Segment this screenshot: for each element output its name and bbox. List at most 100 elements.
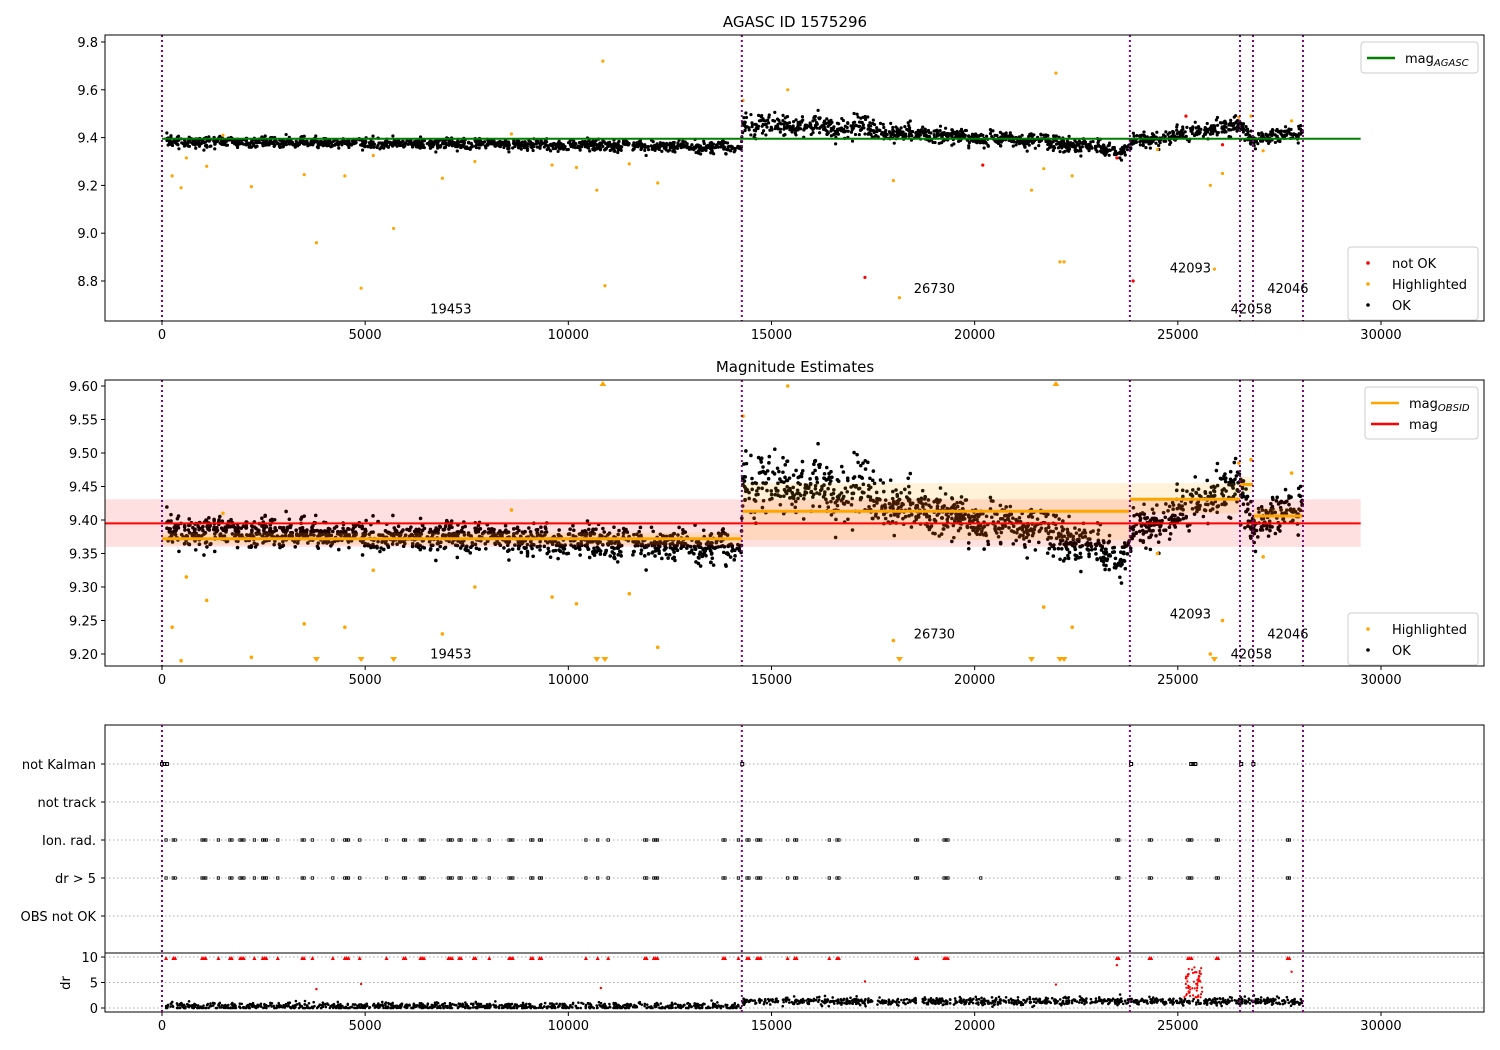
data-point-ok: [327, 527, 332, 531]
data-point-ok: [1072, 540, 1077, 545]
data-point-ok: [1142, 502, 1146, 507]
data-point-ok: [903, 132, 908, 136]
data-point-ok: [294, 528, 298, 533]
data-point-ok: [1191, 125, 1195, 129]
data-point-ok: [933, 531, 937, 536]
legend-marker-swatch: [1366, 303, 1370, 307]
data-point-ok: [1201, 514, 1206, 519]
data-point-ok: [1039, 133, 1043, 137]
data-point-ok: [940, 135, 944, 139]
data-point-ok: [863, 467, 868, 471]
data-point-ok: [202, 532, 206, 536]
data-point-ok: [871, 498, 875, 503]
data-point-ok: [759, 114, 763, 118]
data-point-ok: [1011, 524, 1016, 529]
data-point-ok: [1184, 135, 1188, 139]
data-point-ok: [521, 140, 526, 144]
data-point-ok: [1216, 504, 1221, 508]
data-point-ok: [888, 131, 892, 135]
data-point-ok: [842, 502, 847, 506]
data-point-ok: [972, 134, 977, 139]
data-point-ok: [773, 110, 777, 114]
data-point-ok: [250, 139, 254, 143]
data-point-ok: [854, 483, 859, 488]
data-point-ok: [841, 118, 845, 123]
data-point-ok: [1103, 552, 1108, 556]
data-point-ok: [1008, 512, 1012, 516]
data-point-ok: [330, 540, 335, 545]
data-point-ok: [750, 125, 754, 129]
data-point-ok: [747, 126, 751, 130]
data-point-ok: [1148, 142, 1152, 146]
data-point-ok: [431, 140, 435, 144]
data-point-ok: [1037, 529, 1042, 534]
data-point-ok: [825, 117, 829, 121]
data-point-ok: [984, 141, 988, 145]
data-point-ok: [1093, 547, 1098, 551]
data-point-ok: [330, 144, 335, 148]
data-point-ok: [1236, 122, 1240, 126]
data-point-ok: [728, 555, 733, 559]
data-point-ok: [851, 121, 856, 125]
data-point-ok: [1241, 502, 1246, 507]
data-point-ok: [711, 563, 716, 567]
data-point-ok: [704, 553, 708, 558]
data-point-ok: [410, 145, 415, 149]
data-point-ok: [1208, 490, 1213, 495]
data-point-ok: [1275, 134, 1279, 138]
data-point-ok: [527, 526, 531, 530]
x-tick-label: 25000: [1157, 328, 1198, 343]
data-point-ok: [1275, 127, 1279, 132]
data-point-ok: [694, 150, 698, 155]
data-point-ok: [1248, 525, 1253, 530]
data-point-ok: [1051, 513, 1056, 517]
data-point-ok: [474, 546, 479, 551]
data-point-ok: [375, 145, 379, 150]
data-point-ok: [798, 123, 802, 127]
data-point-ok: [1189, 129, 1193, 133]
data-point-ok: [193, 548, 198, 552]
data-point-ok: [822, 492, 827, 497]
data-point-ok: [921, 505, 925, 509]
data-point-ok: [263, 513, 267, 518]
data-point-ok: [1003, 524, 1008, 528]
data-point-ok: [378, 549, 382, 554]
data-point-ok: [1218, 121, 1223, 125]
data-point-ok: [871, 118, 875, 122]
data-point-ok: [743, 498, 747, 503]
data-point-ok: [1113, 566, 1118, 570]
data-point-ok: [785, 485, 789, 489]
data-point-ok: [1212, 493, 1217, 498]
data-point-ok: [868, 121, 872, 125]
data-point-ok: [1283, 125, 1288, 129]
data-point-ok: [995, 133, 999, 138]
data-point-ok: [1215, 483, 1220, 488]
data-point-ok: [1006, 516, 1010, 521]
data-point-ok: [833, 535, 838, 540]
data-point-ok: [846, 121, 850, 125]
data-point-ok: [350, 528, 355, 532]
data-point-ok: [1224, 489, 1228, 493]
data-point-ok: [1297, 493, 1301, 498]
data-point-ok: [762, 470, 767, 475]
data-point-ok: [955, 504, 960, 509]
data-point-ok: [999, 144, 1003, 148]
data-point-ok: [610, 145, 614, 149]
data-point-ok: [346, 533, 351, 537]
data-point-ok: [791, 120, 796, 124]
data-point-ok: [1140, 133, 1145, 137]
data-point-ok: [1285, 508, 1289, 513]
data-point-ok: [465, 544, 469, 549]
data-point-ok: [697, 556, 701, 560]
data-point-ok: [432, 142, 436, 147]
data-point-ok: [222, 534, 227, 538]
data-point-ok: [428, 527, 433, 532]
data-point-ok: [1235, 499, 1239, 504]
data-point-ok: [435, 547, 440, 552]
data-point-ok: [907, 490, 912, 495]
data-point-ok: [1005, 134, 1009, 138]
data-point-highlighted: [1054, 71, 1058, 75]
data-point-ok: [984, 514, 989, 519]
data-point-ok: [698, 564, 703, 568]
data-point-ok: [1156, 540, 1161, 544]
